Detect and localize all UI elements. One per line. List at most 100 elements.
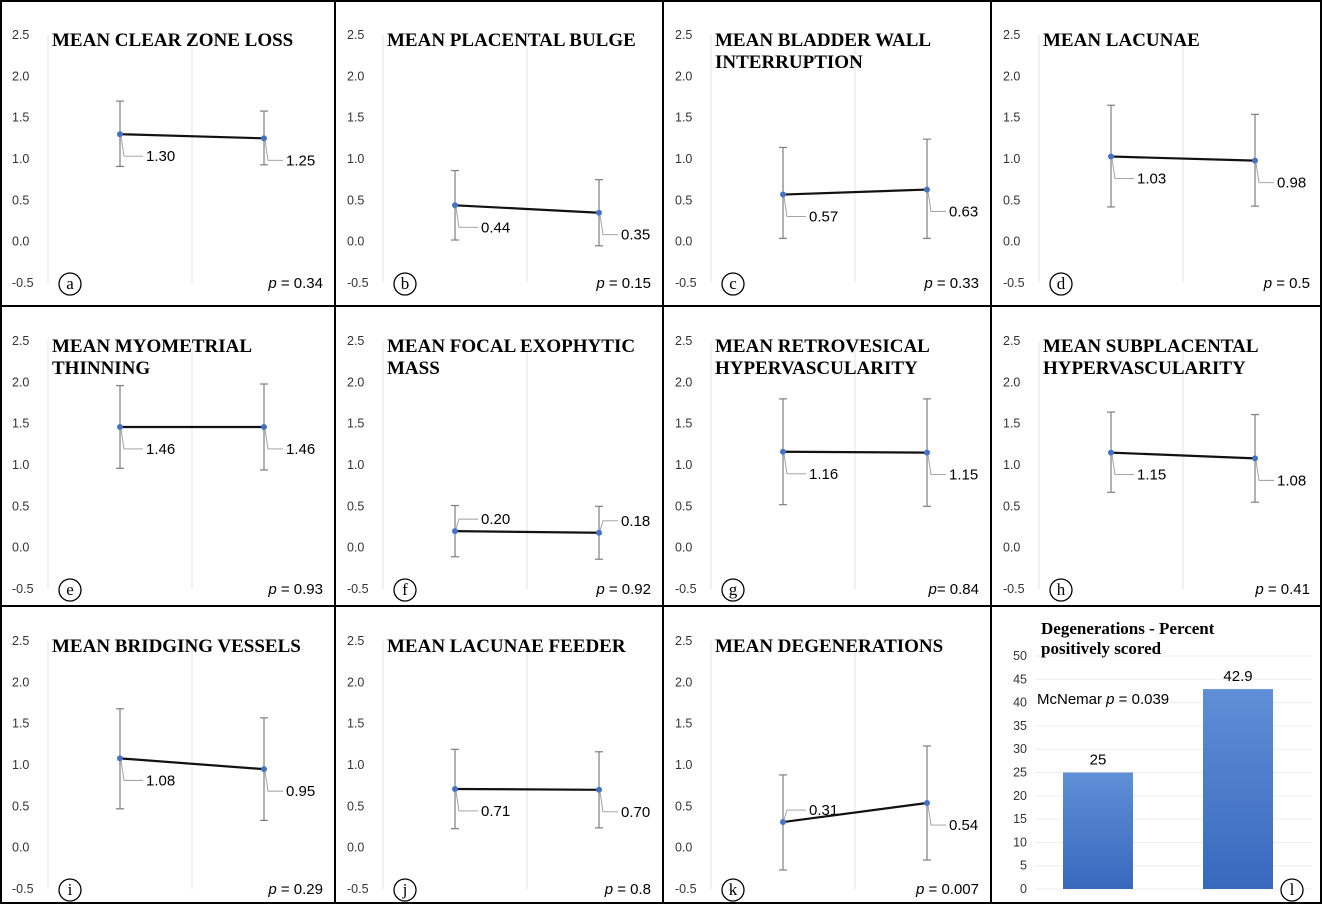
- p-value: p = 0.29: [267, 881, 323, 898]
- panel-letter-circle: [58, 878, 82, 902]
- y-tick-label: 0.5: [1003, 499, 1020, 513]
- y-tick-label: 5: [1020, 859, 1027, 873]
- panel-letter: b: [401, 274, 410, 293]
- y-tick-label: 2.5: [1003, 28, 1020, 42]
- value-label: 1.08: [1277, 472, 1306, 489]
- value-label: 0.98: [1277, 175, 1306, 192]
- panel-title: MEAN LACUNAE FEEDER: [387, 636, 626, 657]
- p-value-text: = 0.93: [277, 581, 323, 598]
- value-label-leader: [927, 191, 946, 213]
- y-tick-label: 0.0: [675, 541, 692, 555]
- annotation-value: = 0.039: [1115, 691, 1170, 708]
- bar: [1063, 772, 1133, 889]
- panel-letter: h: [1057, 580, 1066, 599]
- data-point: [596, 209, 602, 216]
- p-value: p = 0.8: [604, 881, 651, 898]
- y-tick-label: 2.5: [12, 28, 29, 42]
- data-point: [261, 766, 267, 773]
- y-tick-label: 1.0: [675, 152, 692, 166]
- panel-letter-circle: [721, 578, 745, 602]
- series-line: [782, 450, 928, 454]
- value-label-leader: [120, 136, 143, 157]
- y-tick-label: 1.0: [347, 758, 364, 772]
- panel-title: HYPERVASCULARITY: [1043, 358, 1246, 379]
- bar-value-label: 42.9: [1223, 668, 1252, 685]
- data-point: [780, 448, 786, 455]
- value-label-leader: [264, 771, 283, 792]
- y-tick-label: 1.0: [347, 458, 364, 472]
- y-tick-label: 0.5: [675, 799, 692, 813]
- panel-letter-circle: [721, 272, 745, 296]
- p-value: p = 0.93: [267, 581, 323, 598]
- panel-letter-circle: [1049, 578, 1073, 602]
- y-tick-label: 0.5: [347, 193, 364, 207]
- data-point: [780, 191, 786, 198]
- panel-title: MASS: [387, 358, 440, 379]
- data-point: [452, 785, 458, 792]
- y-tick-label: 0.5: [12, 499, 29, 513]
- data-point: [261, 423, 267, 430]
- y-tick-label: 1.5: [675, 717, 692, 731]
- y-tick-label: 0.0: [12, 541, 29, 555]
- y-tick-label: 1.5: [347, 111, 364, 125]
- value-label-leader: [783, 196, 806, 217]
- value-label-leader: [455, 790, 478, 812]
- value-label: 0.95: [286, 783, 315, 800]
- value-label-leader: [1255, 162, 1274, 184]
- p-value: p = 0.5: [1263, 275, 1310, 292]
- panel-title: MEAN RETROVESICAL: [715, 336, 930, 357]
- data-point: [1108, 449, 1114, 456]
- bar: [1203, 689, 1273, 889]
- value-label: 0.57: [809, 209, 838, 226]
- data-point: [117, 755, 123, 762]
- value-label: 0.35: [621, 227, 650, 244]
- y-tick-label: -0.5: [347, 882, 369, 896]
- panel-letter-circle: [393, 578, 417, 602]
- y-tick-label: 1.0: [1003, 458, 1020, 472]
- y-tick-label: 1.0: [347, 152, 364, 166]
- y-tick-label: 0.0: [1003, 541, 1020, 555]
- p-value: p = 0.34: [267, 275, 323, 292]
- y-tick-label: -0.5: [1003, 276, 1025, 290]
- panel-j: 2.5 2.0 1.5 1.0 0.5 0.0 -0.5 MEAN LACUNAE FEEDE…: [347, 634, 651, 902]
- y-tick-label: 2.0: [347, 69, 364, 83]
- panel-g: 2.5 2.0 1.5 1.0 0.5 0.0 -0.5 MEAN RETROVESICALH…: [675, 334, 979, 602]
- y-tick-label: 0.0: [675, 841, 692, 855]
- annotation-prefix: McNemar: [1037, 691, 1106, 708]
- panel-title: THINNING: [52, 358, 150, 379]
- p-value-text: = 0.41: [1264, 581, 1310, 598]
- y-tick-label: 1.5: [1003, 417, 1020, 431]
- panel-letter: f: [402, 580, 408, 599]
- y-tick-label: 0.0: [12, 841, 29, 855]
- panel-letter-circle: [1049, 272, 1073, 296]
- value-label-leader: [1111, 158, 1134, 179]
- y-tick-label: 1.5: [675, 111, 692, 125]
- y-tick-label: 1.0: [675, 458, 692, 472]
- value-label: 0.44: [481, 219, 510, 236]
- p-symbol: p: [595, 581, 604, 598]
- y-tick-label: 2.0: [675, 69, 692, 83]
- panel-letter-circle: [58, 272, 82, 296]
- y-tick-label: 10: [1013, 835, 1027, 849]
- data-point: [452, 202, 458, 209]
- value-label: 1.08: [146, 772, 175, 789]
- data-point: [924, 186, 930, 193]
- value-label: 0.20: [481, 511, 510, 528]
- panel-c: 2.5 2.0 1.5 1.0 0.5 0.0 -0.5 MEAN BLADDER WALLI…: [675, 28, 979, 296]
- p-symbol: p: [267, 275, 276, 292]
- y-tick-label: 2.5: [675, 28, 692, 42]
- series-line: [454, 530, 600, 534]
- y-tick-label: 0.5: [12, 799, 29, 813]
- value-label: 0.70: [621, 804, 650, 821]
- y-tick-label: 40: [1013, 696, 1027, 710]
- panel-a: 2.5 2.0 1.5 1.0 0.5 0.0 -0.5 MEAN CLEAR ZONE LO…: [12, 28, 323, 296]
- y-tick-label: 2.0: [1003, 375, 1020, 389]
- panel-letter-circle: [58, 578, 82, 602]
- series-line: [454, 787, 600, 791]
- y-tick-label: 1.0: [12, 758, 29, 772]
- value-label: 0.71: [481, 803, 510, 820]
- value-label: 1.03: [1137, 171, 1166, 188]
- p-symbol: p: [1263, 275, 1272, 292]
- panel-title: positively scored: [1041, 639, 1162, 658]
